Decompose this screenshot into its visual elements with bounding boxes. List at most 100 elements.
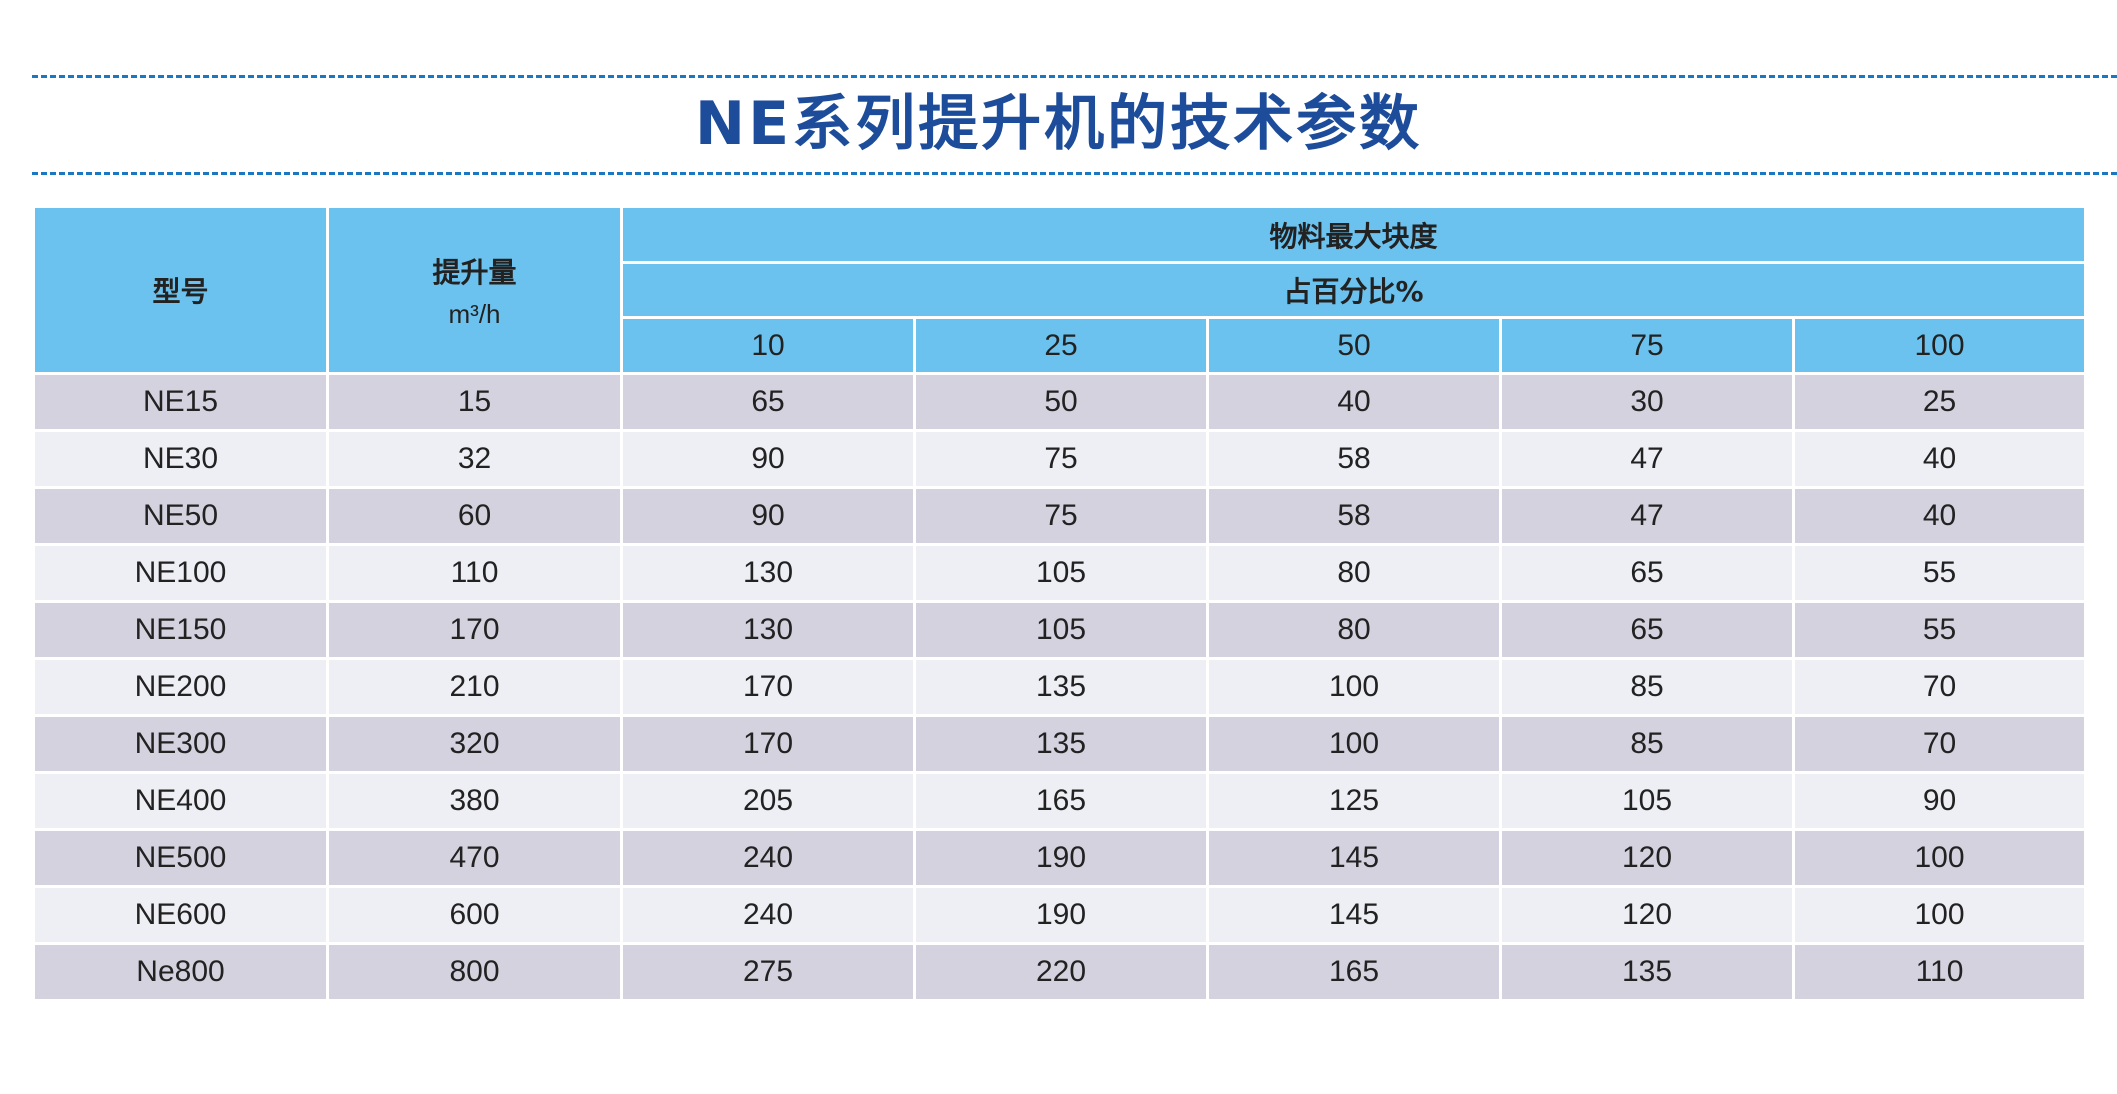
cell-pct-10: 170 — [620, 714, 916, 774]
table-row: NE500 470 240 190 145 120 100 — [32, 828, 2087, 888]
cell-pct-100: 70 — [1792, 657, 2087, 717]
header-percent-75: 75 — [1499, 316, 1795, 375]
table-row: NE30 32 90 75 58 47 40 — [32, 429, 2087, 489]
header-lump-size: 物料最大块度 — [620, 205, 2087, 264]
cell-pct-75: 105 — [1499, 771, 1795, 831]
table-row: NE100 110 130 105 80 65 55 — [32, 543, 2087, 603]
cell-pct-50: 145 — [1206, 828, 1502, 888]
cell-pct-75: 47 — [1499, 486, 1795, 546]
cell-pct-50: 145 — [1206, 885, 1502, 945]
cell-pct-50: 58 — [1206, 429, 1502, 489]
cell-model: NE200 — [32, 657, 329, 717]
header-percent: 占百分比% — [620, 261, 2087, 319]
header-percent-25: 25 — [913, 316, 1209, 375]
cell-pct-10: 275 — [620, 942, 916, 1002]
cell-pct-50: 100 — [1206, 657, 1502, 717]
top-dashed-divider — [32, 75, 2117, 78]
cell-pct-10: 90 — [620, 429, 916, 489]
cell-capacity: 600 — [326, 885, 623, 945]
cell-pct-100: 55 — [1792, 543, 2087, 603]
cell-pct-75: 30 — [1499, 372, 1795, 432]
cell-capacity: 380 — [326, 771, 623, 831]
cell-pct-10: 240 — [620, 885, 916, 945]
cell-pct-50: 58 — [1206, 486, 1502, 546]
cell-pct-25: 50 — [913, 372, 1209, 432]
table-row: NE600 600 240 190 145 120 100 — [32, 885, 2087, 945]
cell-pct-25: 75 — [913, 429, 1209, 489]
cell-capacity: 32 — [326, 429, 623, 489]
cell-pct-100: 110 — [1792, 942, 2087, 1002]
cell-pct-100: 70 — [1792, 714, 2087, 774]
cell-capacity: 800 — [326, 942, 623, 1002]
header-percent-10: 10 — [620, 316, 916, 375]
cell-capacity: 320 — [326, 714, 623, 774]
cell-model: NE300 — [32, 714, 329, 774]
table-row: NE15 15 65 50 40 30 25 — [32, 372, 2087, 432]
cell-pct-25: 135 — [913, 657, 1209, 717]
cell-pct-100: 100 — [1792, 828, 2087, 888]
cell-pct-10: 130 — [620, 600, 916, 660]
cell-pct-10: 170 — [620, 657, 916, 717]
cell-pct-100: 40 — [1792, 429, 2087, 489]
cell-capacity: 15 — [326, 372, 623, 432]
cell-pct-75: 120 — [1499, 828, 1795, 888]
cell-model: NE150 — [32, 600, 329, 660]
cell-capacity: 470 — [326, 828, 623, 888]
cell-capacity: 170 — [326, 600, 623, 660]
header-capacity-label: 提升量 — [432, 255, 517, 289]
header-model: 型号 — [32, 205, 329, 375]
cell-pct-75: 85 — [1499, 714, 1795, 774]
table-row: NE400 380 205 165 125 105 90 — [32, 771, 2087, 831]
bottom-dashed-divider — [32, 172, 2117, 175]
cell-model: Ne800 — [32, 942, 329, 1002]
cell-model: NE600 — [32, 885, 329, 945]
cell-pct-10: 240 — [620, 828, 916, 888]
cell-pct-50: 125 — [1206, 771, 1502, 831]
page-title: NE系列提升机的技术参数 — [694, 89, 1423, 159]
cell-pct-25: 190 — [913, 828, 1209, 888]
cell-pct-100: 40 — [1792, 486, 2087, 546]
cell-pct-75: 85 — [1499, 657, 1795, 717]
cell-pct-10: 130 — [620, 543, 916, 603]
table-row: NE50 60 90 75 58 47 40 — [32, 486, 2087, 546]
cell-capacity: 110 — [326, 543, 623, 603]
cell-model: NE100 — [32, 543, 329, 603]
cell-pct-10: 65 — [620, 372, 916, 432]
table-row: NE200 210 170 135 100 85 70 — [32, 657, 2087, 717]
cell-pct-25: 105 — [913, 543, 1209, 603]
cell-pct-25: 220 — [913, 942, 1209, 1002]
cell-pct-25: 165 — [913, 771, 1209, 831]
cell-pct-75: 135 — [1499, 942, 1795, 1002]
table-row: NE300 320 170 135 100 85 70 — [32, 714, 2087, 774]
cell-pct-50: 100 — [1206, 714, 1502, 774]
cell-model: NE400 — [32, 771, 329, 831]
table-body: NE15 15 65 50 40 30 25 NE30 32 90 75 58 47 40 NE50 60 90… — [32, 372, 2087, 1002]
cell-pct-50: 80 — [1206, 600, 1502, 660]
cell-pct-100: 100 — [1792, 885, 2087, 945]
table-header: 型号 提升量 m³/h 物料最大块度 占百分比% 10 25 50 75 100 — [32, 205, 2087, 375]
cell-pct-10: 90 — [620, 486, 916, 546]
cell-model: NE15 — [32, 372, 329, 432]
cell-model: NE500 — [32, 828, 329, 888]
cell-pct-25: 75 — [913, 486, 1209, 546]
cell-pct-75: 65 — [1499, 543, 1795, 603]
cell-capacity: 210 — [326, 657, 623, 717]
cell-pct-25: 135 — [913, 714, 1209, 774]
cell-pct-75: 65 — [1499, 600, 1795, 660]
cell-model: NE30 — [32, 429, 329, 489]
header-capacity-unit: m³/h — [448, 298, 501, 329]
header-percent-50: 50 — [1206, 316, 1502, 375]
cell-capacity: 60 — [326, 486, 623, 546]
cell-pct-100: 25 — [1792, 372, 2087, 432]
cell-pct-50: 80 — [1206, 543, 1502, 603]
cell-pct-100: 90 — [1792, 771, 2087, 831]
cell-pct-25: 190 — [913, 885, 1209, 945]
header-percent-100: 100 — [1792, 316, 2087, 375]
cell-pct-10: 205 — [620, 771, 916, 831]
table-row: NE150 170 130 105 80 65 55 — [32, 600, 2087, 660]
header-capacity: 提升量 m³/h — [326, 205, 623, 375]
table-row: Ne800 800 275 220 165 135 110 — [32, 942, 2087, 1002]
cell-pct-25: 105 — [913, 600, 1209, 660]
cell-pct-75: 120 — [1499, 885, 1795, 945]
cell-pct-100: 55 — [1792, 600, 2087, 660]
